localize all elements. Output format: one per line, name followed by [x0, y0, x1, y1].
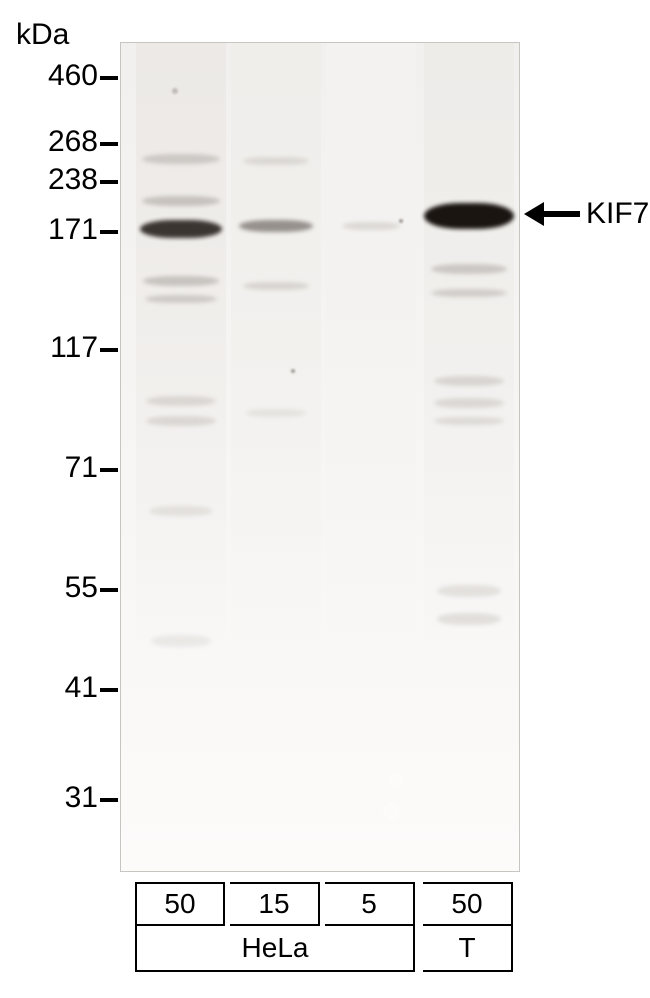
band-hela-15 [243, 157, 309, 165]
lane-group-name: HeLa [242, 932, 309, 964]
mw-marker-label: 238 [48, 163, 98, 197]
lane-group-label: HeLa [135, 926, 415, 972]
mw-marker-label: 460 [48, 59, 98, 93]
band-hela-15 [243, 282, 309, 290]
lane-group-label: T [423, 926, 513, 972]
lane-t-50 [424, 43, 514, 871]
kda-unit-label: kDa [16, 18, 69, 52]
mw-marker-label: 268 [48, 125, 98, 159]
lane-hela-50 [136, 43, 226, 871]
band-hela-5 [342, 222, 400, 230]
lane-load-value: 15 [258, 888, 289, 920]
western-blot-figure: kDa KIF7 460 268 238 171 117 71 55 41 31 50 15 5 50 H… [0, 0, 650, 998]
band-hela-50 [146, 416, 216, 426]
mw-marker-label: 71 [65, 451, 98, 485]
mw-marker-label: 41 [65, 671, 98, 705]
mw-marker-tick [100, 180, 118, 184]
mw-marker-label: 171 [48, 213, 98, 247]
lane-load-value: 50 [164, 888, 195, 920]
lane-hela-5 [326, 43, 416, 871]
band-t-50 [424, 203, 514, 229]
target-band-arrow: KIF7 [524, 196, 649, 232]
lane-load-label: 5 [325, 882, 415, 926]
band-hela-15 [246, 409, 306, 417]
artifact-spot [383, 803, 399, 819]
band-hela-50 [149, 506, 213, 516]
mw-marker-tick [100, 348, 118, 352]
band-t-50 [434, 417, 504, 425]
band-t-50 [431, 264, 507, 274]
lane-group-name: T [458, 932, 475, 964]
lane-load-value: 5 [361, 888, 377, 920]
mw-marker-label: 31 [65, 781, 98, 815]
band-hela-50 [142, 196, 220, 206]
mw-marker-tick [100, 688, 118, 692]
band-hela-50 [145, 295, 217, 303]
band-hela-50 [143, 276, 219, 286]
band-hela-50 [140, 220, 222, 238]
lane-hela-15 [231, 43, 321, 871]
artifact-spot [291, 369, 295, 373]
mw-marker-tick [100, 142, 118, 146]
artifact-spot [399, 219, 403, 223]
mw-marker-tick [100, 76, 118, 80]
lane-load-value: 50 [451, 888, 482, 920]
artifact-spot [172, 88, 178, 94]
band-hela-50 [142, 154, 220, 164]
band-t-50 [437, 613, 501, 625]
lane-load-label: 50 [423, 882, 513, 926]
mw-marker-tick [100, 588, 118, 592]
band-t-50 [437, 585, 501, 597]
mw-marker-tick [100, 468, 118, 472]
arrow-left-icon [524, 196, 580, 232]
lane-load-label: 50 [135, 882, 225, 926]
blot-membrane [120, 42, 520, 872]
band-t-50 [434, 376, 504, 386]
lane-load-label: 15 [230, 882, 320, 926]
artifact-spot [389, 774, 403, 788]
target-protein-label: KIF7 [586, 197, 649, 231]
mw-marker-tick [100, 798, 118, 802]
mw-marker-tick [100, 230, 118, 234]
band-hela-50 [151, 635, 211, 647]
band-hela-15 [239, 220, 313, 232]
mw-marker-label: 55 [65, 571, 98, 605]
band-hela-50 [146, 396, 216, 406]
band-t-50 [431, 289, 507, 297]
band-t-50 [434, 398, 504, 408]
mw-marker-label: 117 [50, 331, 98, 365]
